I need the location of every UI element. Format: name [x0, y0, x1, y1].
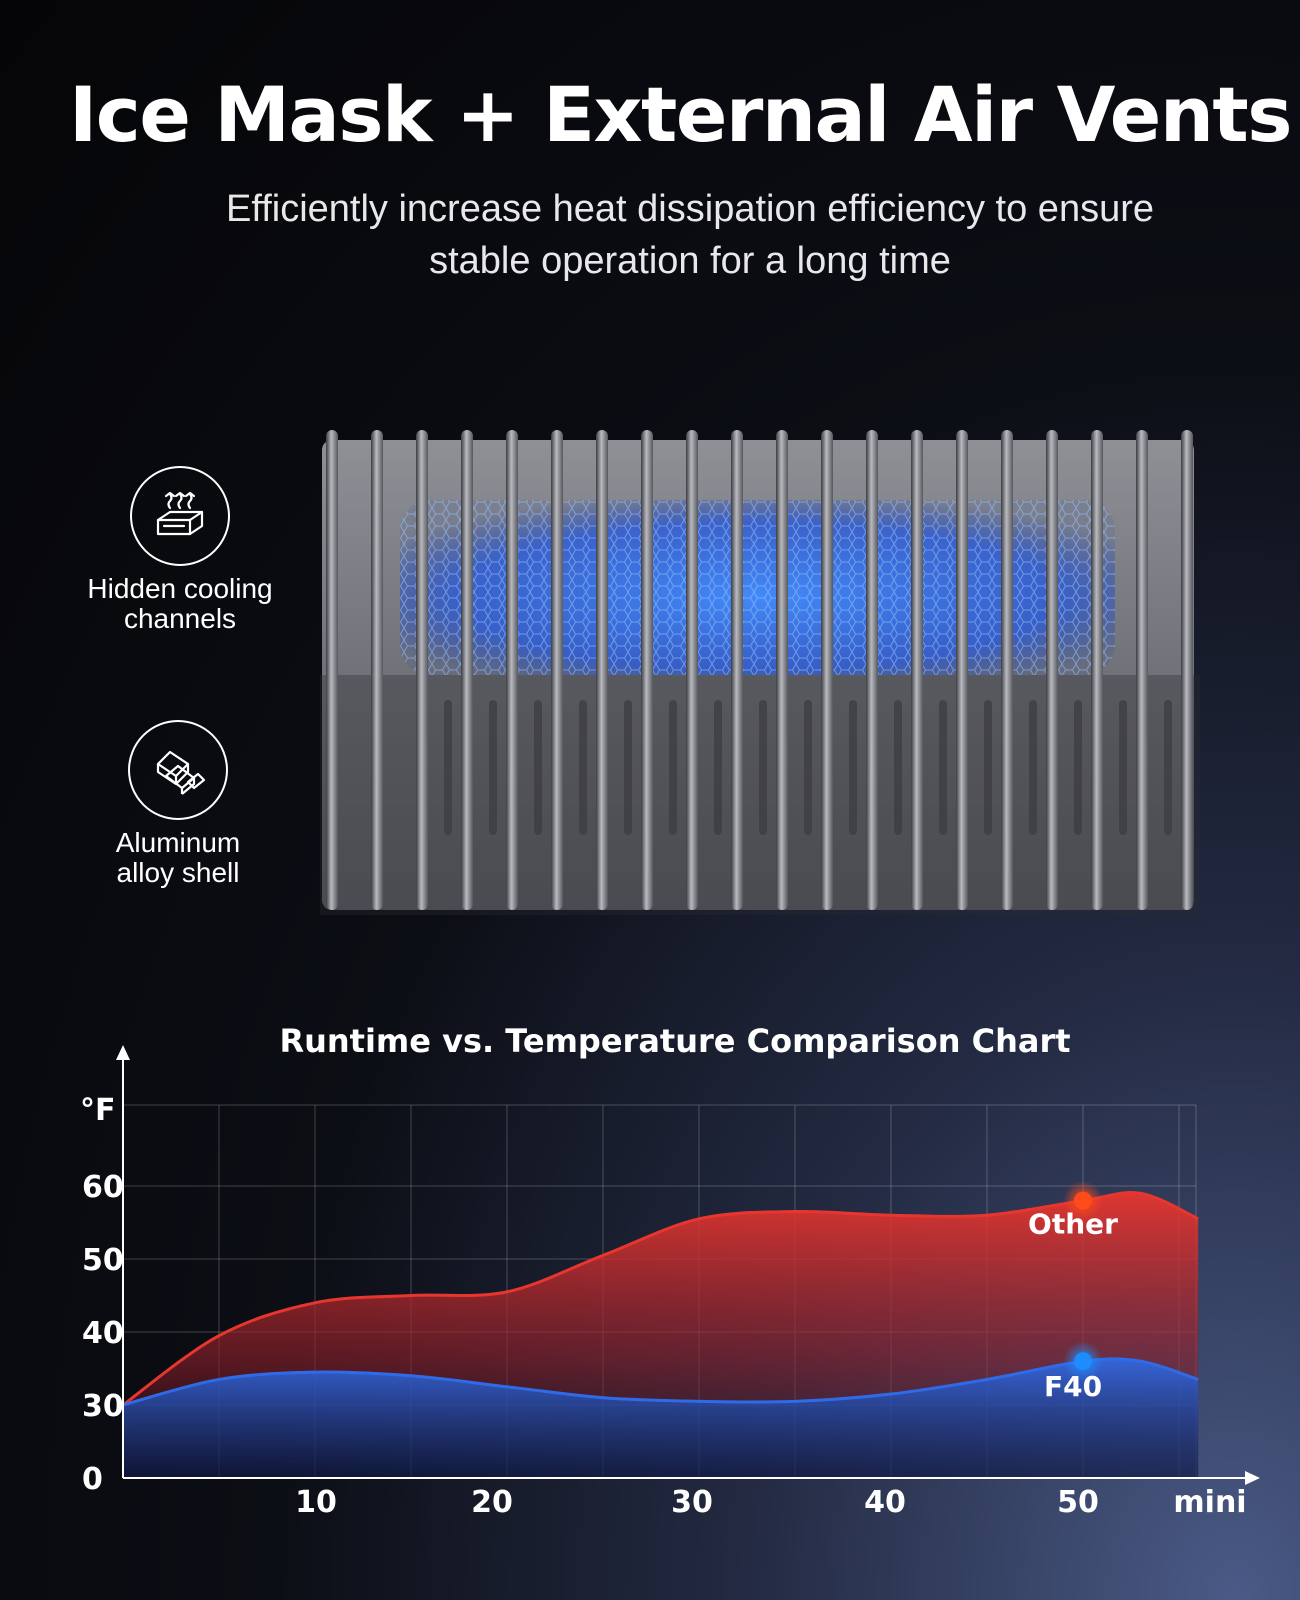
y-tick-label: 30 [82, 1389, 124, 1424]
series-label-other: Other [1028, 1208, 1118, 1241]
heatsink-fin [551, 430, 563, 910]
vent-slot [759, 700, 767, 835]
heatsink-fin [371, 430, 383, 910]
series-area-f40 [123, 1358, 1199, 1478]
heatsink-fin [461, 430, 473, 910]
feature-aluminum-shell: Aluminum alloy shell [58, 720, 298, 888]
y-tick-label: 50 [82, 1243, 124, 1278]
heatsink-fin [1181, 430, 1193, 910]
x-tick-label: 30 [671, 1485, 713, 1520]
vent-slot [444, 700, 452, 835]
x-axis-label: mini [1173, 1485, 1246, 1520]
vent-slot [804, 700, 812, 835]
heat-rising-icon [130, 466, 230, 566]
x-tick-label: 10 [295, 1485, 337, 1520]
heatsink-fin [776, 430, 788, 910]
vent-slot [489, 700, 497, 835]
subtitle-line-2: stable operation for a long time [429, 240, 951, 282]
series-line-f40 [122, 1357, 1199, 1407]
feature-hidden-cooling: Hidden cooling channels [60, 466, 300, 634]
subtitle-line-1: Efficiently increase heat dissipation ef… [225, 188, 1154, 230]
heatsink-device-image [320, 430, 1200, 915]
heatsink-fin [821, 430, 833, 910]
vent-slot [624, 700, 632, 835]
feature-label: Aluminum alloy shell [115, 827, 241, 888]
vent-slot [984, 700, 992, 835]
heatsink-fin [1001, 430, 1013, 910]
y-axis-arrow [116, 1045, 130, 1060]
vent-slot [1029, 700, 1037, 835]
feature-label: Hidden cooling channels [87, 573, 273, 634]
vent-slot [579, 700, 587, 835]
chart-title: Runtime vs. Temperature Comparison Chart [279, 1022, 1071, 1060]
y-axis-label: °F [80, 1093, 116, 1128]
vent-slot [849, 700, 857, 835]
page-subtitle: Efficiently increase heat dissipation ef… [160, 183, 1220, 287]
heatsink-fin [1046, 430, 1058, 910]
heatsink-fin [641, 430, 653, 910]
vent-slot [939, 700, 947, 835]
highlight-point-f40 [1074, 1352, 1092, 1371]
heatsink-fin [326, 430, 338, 910]
vent-slot [669, 700, 677, 835]
x-tick-label: 50 [1057, 1485, 1099, 1520]
y-tick-label: 40 [82, 1316, 124, 1351]
heatsink-fin [416, 430, 428, 910]
runtime-temperature-chart: Other F40 0 30 40 50 60 °F 10 20 30 40 50 mini [80, 1045, 1260, 1520]
page-title: Ice Mask + External Air Vents [68, 70, 1293, 159]
x-axis-arrow [1245, 1471, 1260, 1485]
vent-slot [534, 700, 542, 835]
vent-slot [1119, 700, 1127, 835]
y-tick-label: 60 [82, 1170, 124, 1205]
heatsink-fin [731, 430, 743, 910]
x-tick-label: 40 [864, 1485, 906, 1520]
heatsink-fin [596, 430, 608, 910]
series-label-f40: F40 [1044, 1370, 1102, 1403]
x-tick-label: 20 [471, 1485, 513, 1520]
heatsink-fin [956, 430, 968, 910]
vent-slot [1074, 700, 1082, 835]
heatsink-fin [1091, 430, 1103, 910]
vent-slot [894, 700, 902, 835]
heatsink-fin [866, 430, 878, 910]
heatsink-fin [506, 430, 518, 910]
y-tick-label: 0 [82, 1462, 103, 1497]
heatsink-fin [911, 430, 923, 910]
highlight-point-other [1074, 1191, 1092, 1210]
vent-slot [714, 700, 722, 835]
heatsink-fin [1136, 430, 1148, 910]
aluminum-ingots-icon [128, 720, 228, 820]
vent-slot [1164, 700, 1172, 835]
heatsink-fin [686, 430, 698, 910]
